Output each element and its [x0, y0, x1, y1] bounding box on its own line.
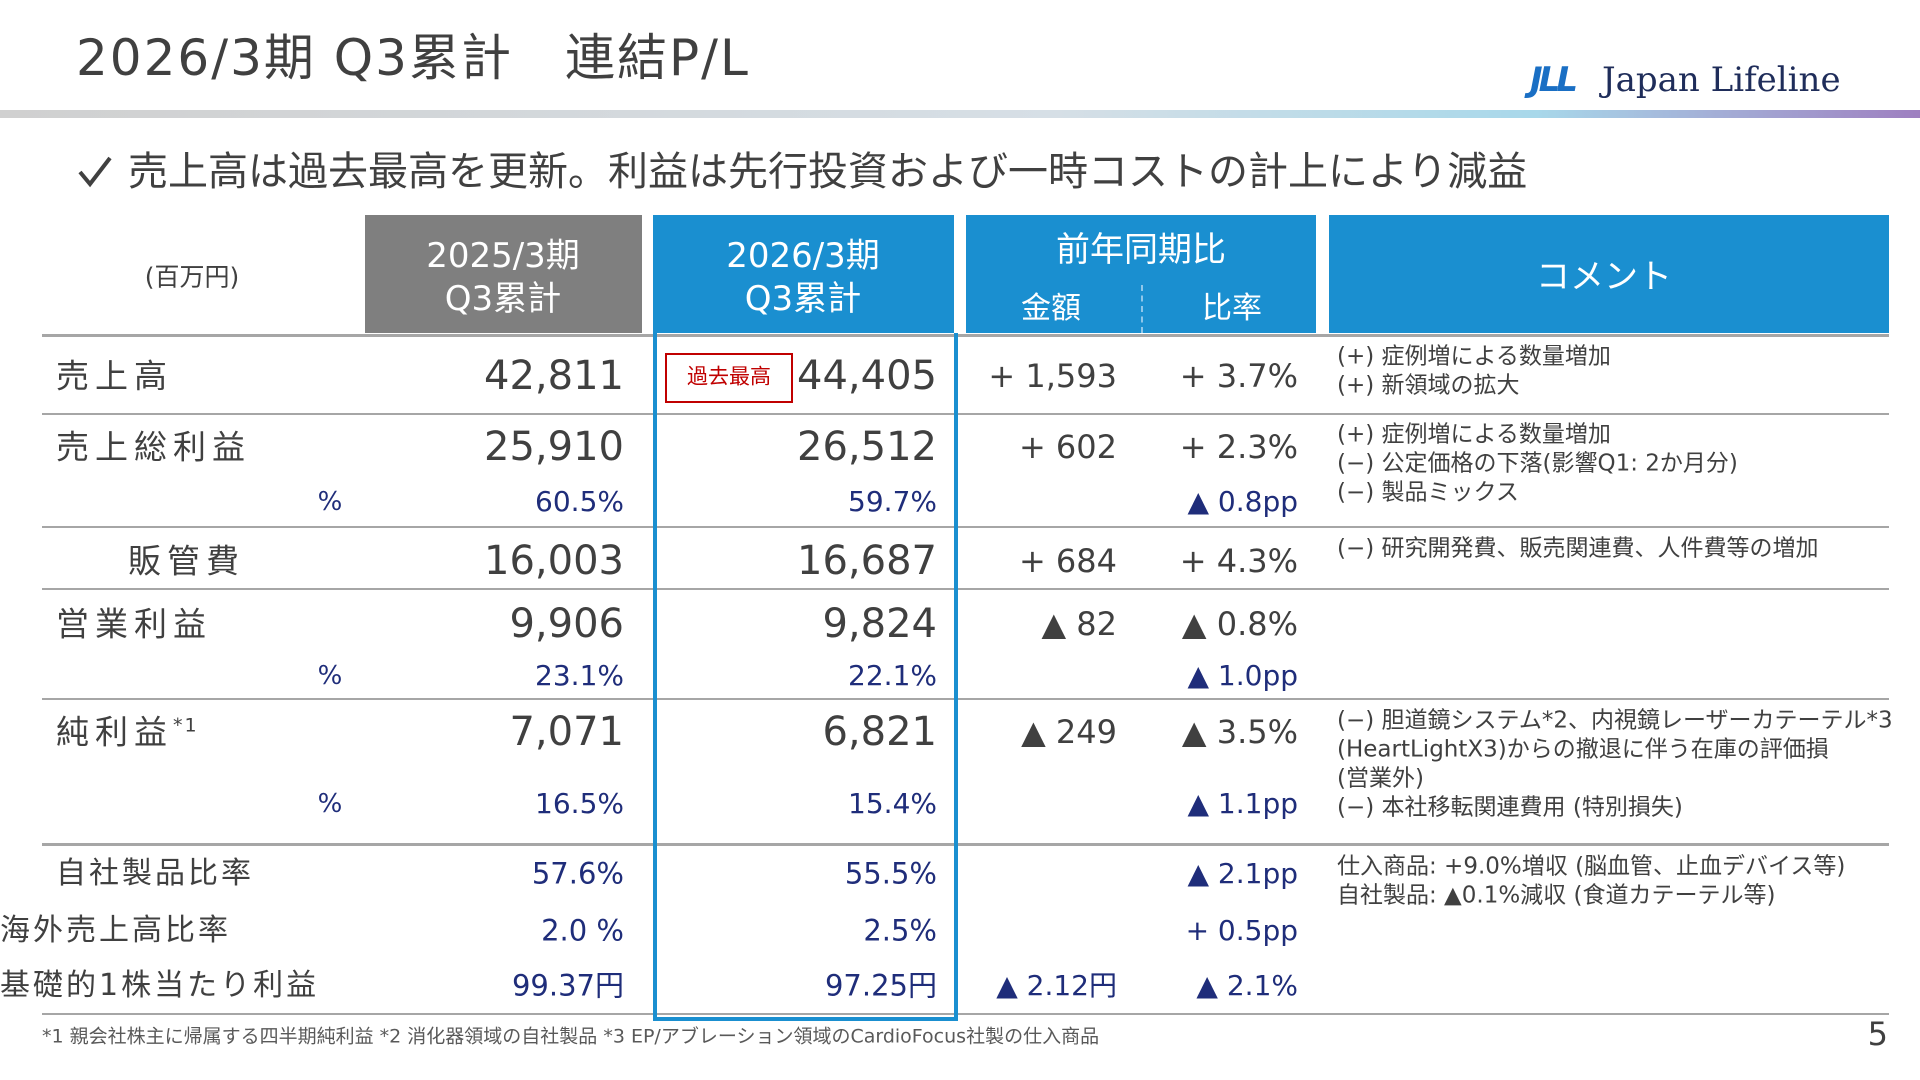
header-comment: コメント	[1536, 257, 1672, 297]
record-badge: 過去最高	[687, 364, 771, 389]
yoy-amount: + 684	[1018, 542, 1117, 580]
prev-value: 23.1%	[535, 659, 624, 692]
comment: (−) 研究開発費、販売関連費、人件費等の増加	[1337, 535, 1819, 562]
prev-value: 60.5%	[535, 485, 624, 518]
yoy-ratio: + 2.3%	[1179, 428, 1298, 466]
comment: 自社製品: ▲0.1%減収 (食道カテーテル等)	[1337, 882, 1776, 909]
unit-label: (百万円)	[144, 262, 240, 292]
page-number: 5	[1867, 1015, 1888, 1053]
comment: 仕入商品: +9.0%増収 (脳血管、止血デバイス等)	[1337, 853, 1846, 880]
yoy-ratio: + 4.3%	[1179, 542, 1298, 580]
comment: (+) 新領域の拡大	[1337, 372, 1520, 399]
comment: (−) 製品ミックス	[1337, 479, 1519, 506]
row-label: 純利益*1	[56, 712, 199, 752]
curr-value: 6,821	[822, 709, 937, 755]
row-label: 営業利益	[56, 604, 212, 644]
yoy-ratio: + 3.7%	[1179, 357, 1298, 395]
row-label: 売上総利益	[56, 427, 251, 467]
current-column-frame	[653, 333, 958, 1021]
comment: (−) 本社移転関連費用 (特別損失)	[1337, 794, 1683, 821]
prev-value: 57.6%	[531, 856, 624, 891]
row-rule	[42, 413, 1889, 415]
slide-title: 2026/3期 Q3累計 連結P/L	[76, 29, 750, 87]
prev-value: 16,003	[484, 538, 624, 584]
curr-value: 16,687	[797, 538, 937, 584]
prev-value: 7,071	[509, 709, 624, 755]
yoy-ratio: ▲ 0.8pp	[1187, 485, 1298, 518]
check-icon	[78, 156, 112, 188]
footnote: *1 親会社株主に帰属する四半期純利益 *2 消化器領域の自社製品 *3 EP/…	[42, 1025, 1100, 1048]
header-prev: 2025/3期	[426, 236, 580, 276]
yoy-ratio: ▲ 0.8%	[1181, 605, 1298, 643]
yoy-amount: ▲ 2.12円	[996, 969, 1117, 1002]
prev-value: 2.0 %	[541, 913, 624, 948]
header-curr-bg	[653, 215, 954, 333]
curr-value: 55.5%	[844, 856, 937, 891]
label-note: *1	[173, 714, 199, 737]
comment: (HeartLightX3)からの撤退に伴う在庫の評価損	[1337, 736, 1829, 763]
curr-value: 44,405	[797, 353, 937, 399]
row-label: %	[317, 789, 343, 819]
curr-value: 9,824	[822, 601, 937, 647]
row-rule	[42, 1013, 1889, 1015]
comment: (+) 症例増による数量増加	[1337, 343, 1611, 370]
row-rule	[42, 526, 1889, 528]
header-comment-bg	[1329, 215, 1889, 333]
yoy-amount: + 602	[1018, 428, 1117, 466]
row-label: 基礎的1株当たり利益	[0, 968, 320, 1003]
row-label: %	[317, 487, 343, 517]
header-curr: 2026/3期	[726, 236, 880, 276]
header-curr: Q3累計	[744, 279, 862, 319]
row-label: 販管費	[128, 541, 245, 581]
curr-value: 15.4%	[848, 787, 937, 820]
yoy-amount: ▲ 249	[1021, 713, 1117, 751]
comment: (+) 症例増による数量増加	[1337, 421, 1611, 448]
curr-value: 26,512	[797, 424, 937, 470]
yoy-amount: + 1,593	[988, 357, 1117, 395]
header-divider	[1141, 285, 1143, 333]
yoy-amount: ▲ 82	[1041, 605, 1118, 643]
prev-value: 25,910	[484, 424, 624, 470]
yoy-ratio: ▲ 2.1pp	[1187, 857, 1298, 890]
logo-text: Japan Lifeline	[1602, 60, 1841, 100]
header-amount: 金額	[1021, 291, 1081, 326]
headline: 売上高は過去最高を更新。利益は先行投資および一時コストの計上により減益	[128, 149, 1528, 195]
comment: (営業外)	[1337, 765, 1424, 792]
prev-value: 9,906	[509, 601, 624, 647]
curr-value: 59.7%	[848, 485, 937, 518]
logo-mark: JLL	[1530, 60, 1578, 100]
row-label: 売上高	[56, 356, 173, 396]
comment: (−) 公定価格の下落(影響Q1: 2か月分)	[1337, 450, 1738, 477]
yoy-ratio: ▲ 1.1pp	[1187, 787, 1298, 820]
header-ratio: 比率	[1202, 291, 1262, 326]
comment: (−) 胆道鏡システム*2、内視鏡レーザーカテーテル*3	[1337, 707, 1893, 734]
row-rule	[42, 843, 1889, 846]
yoy-ratio: ▲ 3.5%	[1181, 713, 1298, 751]
prev-value: 42,811	[484, 353, 624, 399]
row-rule	[42, 588, 1889, 590]
row-label: 海外売上高比率	[0, 913, 231, 948]
header-band	[0, 110, 1920, 118]
header-prev-bg	[365, 215, 642, 333]
row-rule	[42, 334, 1889, 337]
yoy-ratio: + 0.5pp	[1185, 914, 1298, 947]
row-label: %	[317, 661, 343, 691]
curr-value: 2.5%	[863, 913, 937, 948]
prev-value: 99.37円	[511, 968, 624, 1003]
curr-value: 22.1%	[848, 659, 937, 692]
header-prev: Q3累計	[444, 279, 562, 319]
curr-value: 97.25円	[824, 968, 937, 1003]
header-yoy: 前年同期比	[1056, 230, 1226, 270]
yoy-ratio: ▲ 1.0pp	[1187, 659, 1298, 692]
record-badge-box	[665, 353, 793, 403]
yoy-ratio: ▲ 2.1%	[1196, 969, 1298, 1002]
row-label: 自社製品比率	[56, 856, 254, 891]
row-rule	[42, 698, 1889, 700]
prev-value: 16.5%	[535, 787, 624, 820]
